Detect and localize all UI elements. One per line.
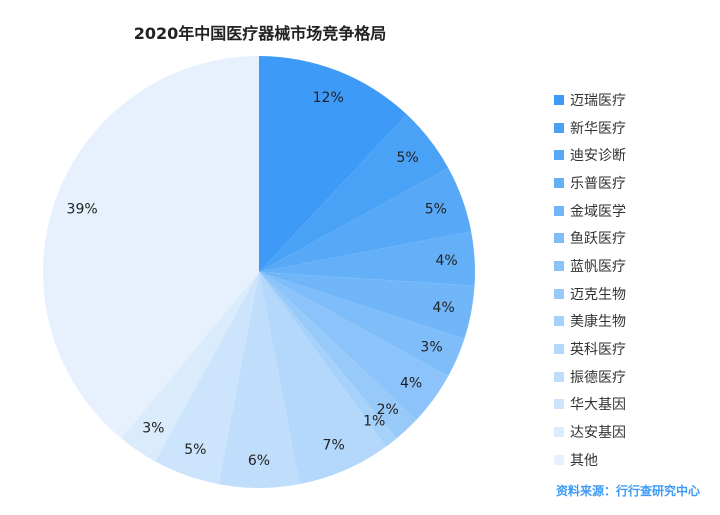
source-note: 资料来源：行行查研究中心 (555, 484, 700, 498)
pie-slice-12 (121, 272, 259, 462)
pie-slice-3 (259, 231, 475, 286)
legend-swatch (554, 344, 564, 355)
legend-swatch (554, 316, 564, 327)
legend-swatch (554, 150, 564, 161)
pie-slice-7 (259, 272, 417, 439)
legend-item: 乐普医疗 (554, 169, 626, 197)
pie-slice-0 (259, 56, 407, 272)
pie-slice-13 (42, 56, 259, 439)
data-label: 5% (184, 442, 206, 458)
legend-swatch (554, 399, 564, 410)
data-label: 5% (425, 201, 447, 217)
legend-swatch (554, 205, 564, 216)
legend-swatch (554, 94, 564, 105)
data-label: 5% (396, 150, 418, 166)
data-label: 12% (313, 90, 344, 106)
legend-label: 达安基因 (570, 425, 626, 442)
legend-label: 迪安诊断 (570, 148, 626, 165)
legend-item: 达安基因 (554, 418, 626, 446)
legend-item: 其他 (554, 446, 626, 474)
pie-slice-6 (259, 272, 449, 420)
legend-label: 迈瑞医疗 (570, 92, 626, 109)
data-label: 39% (67, 201, 98, 217)
data-label: 6% (248, 453, 270, 469)
legend-label: 鱼跃医疗 (570, 231, 626, 248)
legend-item: 迪安诊断 (554, 141, 626, 169)
pie-slice-8 (259, 272, 397, 447)
legend-swatch (554, 427, 564, 438)
pie-slice-9 (259, 272, 386, 485)
pie-slice-10 (218, 272, 300, 489)
legend-swatch (554, 233, 564, 244)
pie-slice-11 (154, 272, 259, 485)
legend-label: 华大基因 (570, 397, 626, 414)
data-label: 7% (323, 438, 345, 454)
legend-swatch (554, 288, 564, 299)
data-label: 4% (400, 376, 422, 392)
legend-label: 乐普医疗 (570, 175, 626, 192)
legend-item: 美康生物 (554, 308, 626, 336)
legend-label: 新华医疗 (570, 120, 626, 137)
legend-item: 华大基因 (554, 391, 626, 419)
legend-item: 金域医学 (554, 197, 626, 225)
legend-label: 振德医疗 (570, 369, 626, 386)
legend-item: 迈克生物 (554, 280, 626, 308)
legend-swatch (554, 371, 564, 382)
legend-item: 迈瑞医疗 (554, 86, 626, 114)
legend-label: 金域医学 (570, 203, 626, 220)
legend-label: 英科医疗 (570, 342, 626, 359)
legend-swatch (554, 177, 564, 188)
legend-swatch (554, 454, 564, 465)
legend-label: 迈克生物 (570, 286, 626, 303)
pie-slice-4 (259, 272, 475, 339)
pie-slice-5 (259, 272, 465, 377)
legend: 迈瑞医疗新华医疗迪安诊断乐普医疗金域医学鱼跃医疗蓝帆医疗迈克生物美康生物英科医疗… (554, 86, 626, 474)
data-label: 4% (436, 253, 458, 269)
legend-swatch (554, 260, 564, 271)
chart-title: 2020年中国医疗器械市场竞争格局 (133, 24, 387, 43)
legend-swatch (554, 122, 564, 133)
legend-item: 英科医疗 (554, 335, 626, 363)
legend-item: 蓝帆医疗 (554, 252, 626, 280)
legend-label: 蓝帆医疗 (570, 258, 626, 275)
data-label: 4% (433, 300, 455, 316)
legend-item: 振德医疗 (554, 363, 626, 391)
legend-item: 新华医疗 (554, 114, 626, 142)
legend-item: 鱼跃医疗 (554, 224, 626, 252)
legend-label: 美康生物 (570, 314, 626, 331)
pie-slice-2 (259, 167, 472, 272)
legend-label: 其他 (570, 452, 598, 469)
data-label: 2% (377, 402, 399, 418)
data-label: 3% (420, 340, 442, 356)
pie-chart: 12%5%5%4%4%3%4%2%1%7%6%5%3%39% (42, 56, 475, 489)
pie-slice-1 (259, 114, 449, 272)
data-label: 3% (142, 420, 164, 436)
data-label: 1% (363, 414, 385, 430)
